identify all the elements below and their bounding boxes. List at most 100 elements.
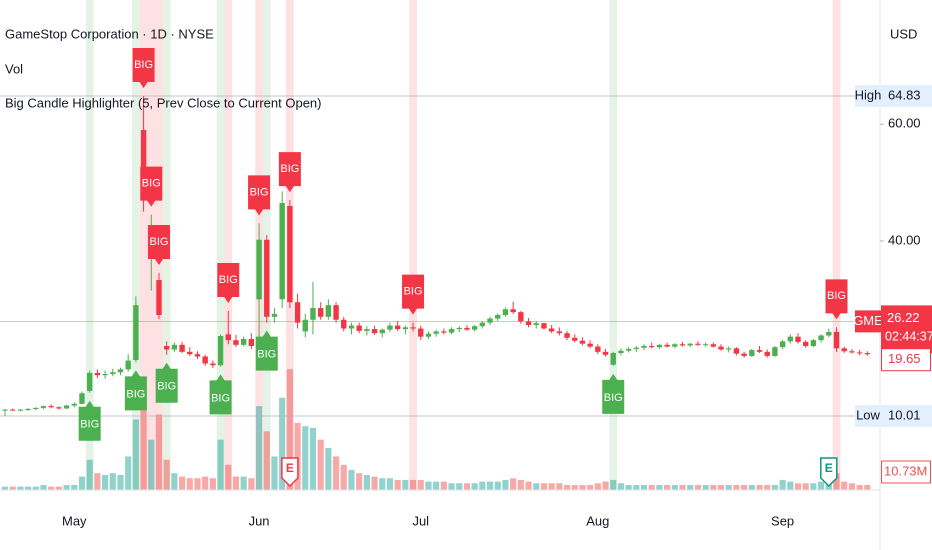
candle-body <box>133 305 139 361</box>
candle-body <box>510 309 516 313</box>
volume-bar <box>548 483 555 490</box>
candle-body <box>279 203 285 300</box>
volume-bar <box>171 473 178 490</box>
x-tick-label: Jun <box>249 513 270 528</box>
volume-bar <box>479 481 486 490</box>
chart-title: GameStop Corporation · 1D · NYSE <box>5 26 214 41</box>
price-tag-bg <box>855 85 881 108</box>
volume-bar <box>363 474 370 490</box>
candle-body <box>341 319 347 329</box>
volume-bar <box>556 483 563 490</box>
candle-body <box>610 353 616 365</box>
candle-body <box>225 334 231 341</box>
candle-body <box>487 318 493 323</box>
big-label-red <box>402 274 425 315</box>
volume-bar <box>818 481 825 490</box>
volume-bar <box>40 484 47 490</box>
volume-bar <box>625 484 632 490</box>
volume-bar <box>833 473 840 490</box>
big-label-red <box>147 225 170 266</box>
volume-bar <box>55 486 62 490</box>
volume-bar <box>386 478 394 490</box>
volume-bar <box>656 484 663 490</box>
volume-bar <box>733 484 740 490</box>
volume-bar <box>440 481 447 490</box>
big-label-green <box>155 362 178 403</box>
volume-bar <box>425 481 432 490</box>
candle-body <box>741 353 747 356</box>
candle-body <box>787 336 794 342</box>
volume-bar <box>610 479 617 490</box>
volume-bar <box>32 486 39 490</box>
volume-bar <box>779 479 786 490</box>
volume-bar <box>194 478 201 490</box>
volume-bar <box>125 456 132 490</box>
volume-title: Vol <box>5 61 23 76</box>
earnings-marker <box>281 457 299 488</box>
candle-body <box>271 313 278 317</box>
volume-bar <box>533 483 540 490</box>
candle-body <box>448 329 455 333</box>
volume-bar <box>163 459 170 490</box>
candle-body <box>764 351 770 356</box>
volume-bar <box>140 399 147 490</box>
candle-body <box>779 341 786 348</box>
volume-bar <box>794 483 802 490</box>
candle-body <box>156 280 162 316</box>
candle-body <box>564 333 570 338</box>
volume-bar <box>602 481 609 490</box>
volume-bar <box>810 483 817 490</box>
candle-body <box>25 409 31 411</box>
candle-body <box>856 352 863 354</box>
volume-layer <box>1 369 871 490</box>
candle-body <box>672 344 678 347</box>
candle-body <box>849 351 855 353</box>
candle-body <box>810 340 817 347</box>
candle-body <box>287 205 293 303</box>
candle-body <box>371 329 378 334</box>
candle-body <box>294 302 301 323</box>
indicator-title: Big Candle Highlighter (5, Prev Close to… <box>5 95 321 110</box>
earnings-marker <box>820 457 838 488</box>
volume-bar <box>371 476 378 490</box>
candle-body <box>664 344 670 347</box>
x-tick-label: Aug <box>586 513 609 528</box>
volume-bar <box>725 484 732 490</box>
candle-body <box>826 331 832 336</box>
candle-body <box>33 407 39 410</box>
volume-bar <box>1 486 9 490</box>
candle-body <box>348 325 355 329</box>
candle-body <box>633 347 640 349</box>
big-label-text: BIG <box>150 236 169 248</box>
volume-bar <box>864 484 871 490</box>
y-tick-label: 60.00 <box>888 116 921 131</box>
volume-bar <box>240 476 247 490</box>
candle-body <box>679 344 686 346</box>
volume-bar <box>102 474 109 490</box>
volume-bar <box>710 484 717 490</box>
volume-bar <box>448 483 455 490</box>
big-label-text: BIG <box>134 59 153 71</box>
candle-body <box>803 341 809 347</box>
big-label-text: BIG <box>250 186 269 198</box>
price-tag-value: 64.83 <box>888 87 921 102</box>
candle-body <box>140 130 147 191</box>
candle-body <box>248 339 255 347</box>
volume-bar <box>717 484 725 490</box>
big-label-text: BIG <box>211 392 230 404</box>
volume-bar <box>848 483 855 490</box>
big-label-text: BIG <box>604 392 623 404</box>
highlight-band <box>409 0 417 490</box>
countdown: 02:44:37 <box>885 330 932 344</box>
candle-body <box>772 347 778 356</box>
volume-bar <box>63 484 70 490</box>
big-label-text: BIG <box>280 163 299 175</box>
last-price-tag <box>881 305 932 354</box>
volume-bar <box>471 483 478 490</box>
candle-body <box>48 406 54 408</box>
candle-body <box>240 339 247 345</box>
candle-body <box>102 374 108 376</box>
candle-body <box>210 363 216 366</box>
candle-body <box>2 409 8 411</box>
volume-bar <box>456 483 463 490</box>
